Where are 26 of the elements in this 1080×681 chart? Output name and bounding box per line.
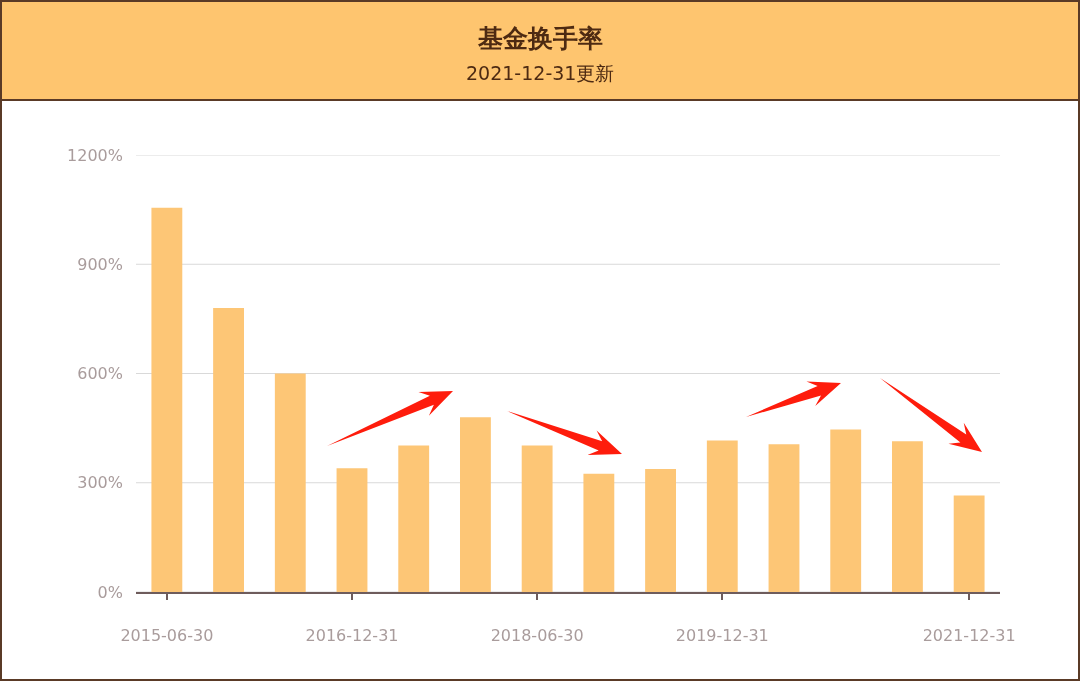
bar	[583, 473, 615, 592]
bar	[274, 373, 306, 592]
bar	[521, 445, 553, 592]
y-tick-label: 0%	[97, 582, 123, 602]
bar	[706, 440, 738, 592]
x-tick-label: 2019-12-31	[675, 625, 769, 645]
bar	[953, 495, 985, 592]
x-tick-label: 2016-12-31	[305, 625, 399, 645]
y-tick-label: 1200%	[67, 145, 123, 165]
bar	[645, 468, 676, 592]
bar	[398, 445, 430, 592]
bar	[460, 417, 491, 592]
y-tick-label: 900%	[77, 254, 123, 274]
chart-title: 基金换手率	[476, 23, 603, 53]
y-tick-label: 600%	[77, 364, 123, 384]
bar	[336, 468, 368, 592]
bar	[830, 429, 862, 592]
bar	[768, 444, 800, 592]
x-tick-label: 2021-12-31	[922, 625, 1016, 645]
chart-subtitle: 2021-12-31更新	[466, 62, 615, 84]
x-tick-label: 2018-06-30	[490, 625, 584, 645]
x-tick-label: 2015-06-30	[120, 625, 214, 645]
bar	[151, 207, 183, 592]
bar	[892, 441, 923, 592]
bar	[213, 307, 244, 592]
y-tick-label: 300%	[77, 473, 123, 493]
